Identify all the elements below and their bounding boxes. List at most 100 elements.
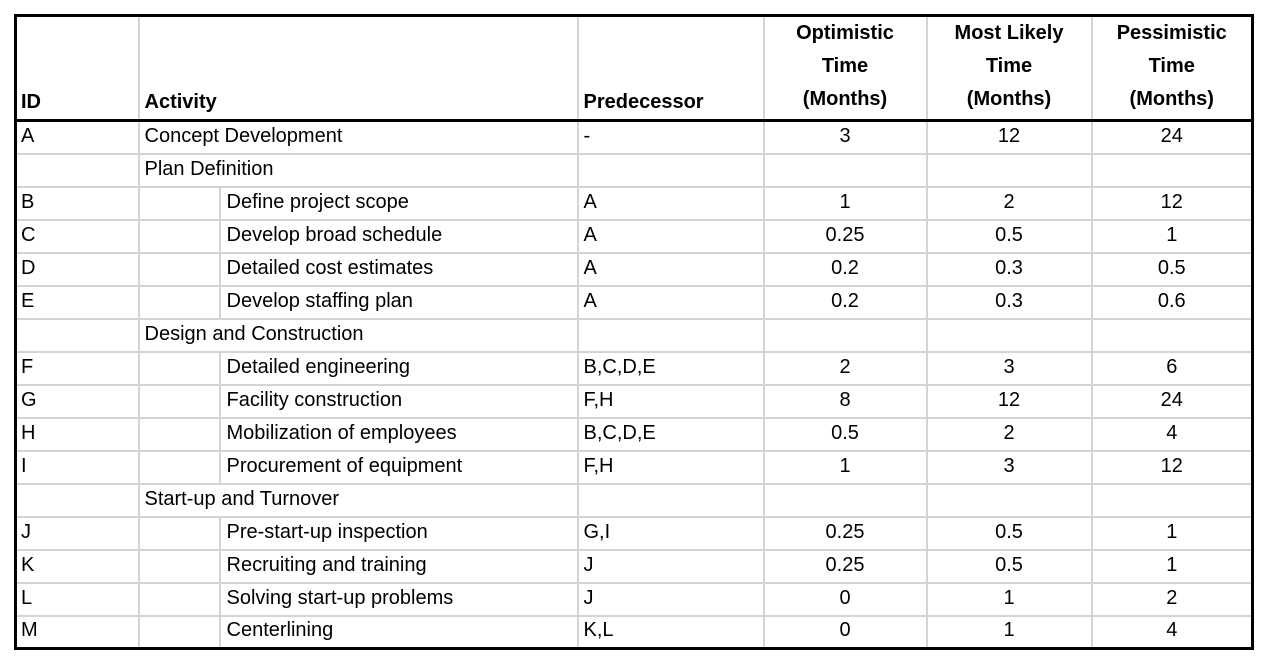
cell-id[interactable]: M xyxy=(14,614,140,650)
cell-activity[interactable]: Pre-start-up inspection xyxy=(218,515,579,551)
cell-pessimistic-time[interactable]: 2 xyxy=(1090,581,1254,617)
cell-optimistic-time[interactable] xyxy=(762,482,928,518)
cell-predecessor[interactable] xyxy=(576,482,765,518)
cell-optimistic-time[interactable]: 0.5 xyxy=(762,416,928,452)
cell-pessimistic-time[interactable]: 0.5 xyxy=(1090,251,1254,287)
cell-activity[interactable]: Define project scope xyxy=(218,185,579,221)
header-cell-optimistic[interactable]: Optimistic Time (Months) xyxy=(762,14,928,122)
cell-activity[interactable]: Detailed engineering xyxy=(218,350,579,386)
cell-most-likely-time[interactable] xyxy=(925,152,1093,188)
header-cell-predecessor[interactable]: Predecessor xyxy=(576,14,765,122)
cell-pessimistic-time[interactable]: 12 xyxy=(1090,185,1254,221)
cell-activity[interactable]: Design and Construction xyxy=(137,317,579,353)
cell-optimistic-time[interactable]: 0.2 xyxy=(762,284,928,320)
cell-most-likely-time[interactable]: 1 xyxy=(925,581,1093,617)
cell-activity[interactable]: Recruiting and training xyxy=(218,548,579,584)
cell-most-likely-time[interactable]: 12 xyxy=(925,383,1093,419)
cell-activity[interactable]: Plan Definition xyxy=(137,152,579,188)
header-cell-id[interactable]: ID xyxy=(14,14,140,122)
header-cell-pessimistic[interactable]: Pessimistic Time (Months) xyxy=(1090,14,1254,122)
cell-activity-indent[interactable] xyxy=(137,416,221,452)
cell-most-likely-time[interactable]: 3 xyxy=(925,350,1093,386)
cell-id[interactable]: J xyxy=(14,515,140,551)
cell-most-likely-time[interactable]: 0.3 xyxy=(925,251,1093,287)
cell-most-likely-time[interactable]: 2 xyxy=(925,416,1093,452)
cell-predecessor[interactable]: J xyxy=(576,581,765,617)
cell-activity-indent[interactable] xyxy=(137,383,221,419)
cell-id[interactable] xyxy=(14,317,140,353)
cell-activity[interactable]: Develop staffing plan xyxy=(218,284,579,320)
cell-id[interactable]: L xyxy=(14,581,140,617)
cell-predecessor[interactable]: A xyxy=(576,218,765,254)
cell-activity-indent[interactable] xyxy=(137,581,221,617)
cell-pessimistic-time[interactable] xyxy=(1090,482,1254,518)
cell-activity-indent[interactable] xyxy=(137,548,221,584)
cell-pessimistic-time[interactable]: 0.6 xyxy=(1090,284,1254,320)
cell-optimistic-time[interactable]: 0 xyxy=(762,581,928,617)
cell-optimistic-time[interactable] xyxy=(762,152,928,188)
cell-activity[interactable]: Solving start-up problems xyxy=(218,581,579,617)
cell-pessimistic-time[interactable] xyxy=(1090,152,1254,188)
cell-pessimistic-time[interactable]: 1 xyxy=(1090,515,1254,551)
cell-activity[interactable]: Procurement of equipment xyxy=(218,449,579,485)
cell-predecessor[interactable]: K,L xyxy=(576,614,765,650)
cell-optimistic-time[interactable]: 3 xyxy=(762,119,928,155)
cell-most-likely-time[interactable]: 0.5 xyxy=(925,218,1093,254)
cell-id[interactable] xyxy=(14,152,140,188)
cell-activity-indent[interactable] xyxy=(137,614,221,650)
cell-pessimistic-time[interactable]: 1 xyxy=(1090,218,1254,254)
cell-activity-indent[interactable] xyxy=(137,284,221,320)
cell-pessimistic-time[interactable] xyxy=(1090,317,1254,353)
cell-predecessor[interactable]: G,I xyxy=(576,515,765,551)
header-cell-activity[interactable]: Activity xyxy=(137,14,579,122)
cell-id[interactable]: H xyxy=(14,416,140,452)
cell-pessimistic-time[interactable]: 24 xyxy=(1090,119,1254,155)
cell-activity-indent[interactable] xyxy=(137,218,221,254)
cell-predecessor[interactable]: F,H xyxy=(576,383,765,419)
cell-predecessor[interactable]: B,C,D,E xyxy=(576,350,765,386)
cell-most-likely-time[interactable]: 0.3 xyxy=(925,284,1093,320)
cell-most-likely-time[interactable]: 3 xyxy=(925,449,1093,485)
cell-pessimistic-time[interactable]: 4 xyxy=(1090,416,1254,452)
cell-activity-indent[interactable] xyxy=(137,515,221,551)
cell-optimistic-time[interactable]: 0 xyxy=(762,614,928,650)
cell-predecessor[interactable]: A xyxy=(576,284,765,320)
cell-id[interactable]: K xyxy=(14,548,140,584)
cell-optimistic-time[interactable]: 0.25 xyxy=(762,548,928,584)
cell-optimistic-time[interactable]: 1 xyxy=(762,449,928,485)
cell-activity[interactable]: Centerlining xyxy=(218,614,579,650)
cell-id[interactable]: E xyxy=(14,284,140,320)
cell-activity[interactable]: Start-up and Turnover xyxy=(137,482,579,518)
cell-pessimistic-time[interactable]: 6 xyxy=(1090,350,1254,386)
cell-optimistic-time[interactable]: 8 xyxy=(762,383,928,419)
cell-most-likely-time[interactable]: 0.5 xyxy=(925,548,1093,584)
cell-pessimistic-time[interactable]: 1 xyxy=(1090,548,1254,584)
cell-predecessor[interactable]: F,H xyxy=(576,449,765,485)
cell-predecessor[interactable]: A xyxy=(576,185,765,221)
cell-optimistic-time[interactable] xyxy=(762,317,928,353)
cell-most-likely-time[interactable]: 0.5 xyxy=(925,515,1093,551)
cell-id[interactable]: B xyxy=(14,185,140,221)
cell-id[interactable]: D xyxy=(14,251,140,287)
cell-optimistic-time[interactable]: 0.25 xyxy=(762,218,928,254)
cell-optimistic-time[interactable]: 1 xyxy=(762,185,928,221)
header-cell-most-likely[interactable]: Most Likely Time (Months) xyxy=(925,14,1093,122)
cell-most-likely-time[interactable]: 12 xyxy=(925,119,1093,155)
cell-optimistic-time[interactable]: 0.2 xyxy=(762,251,928,287)
cell-pessimistic-time[interactable]: 24 xyxy=(1090,383,1254,419)
cell-id[interactable]: F xyxy=(14,350,140,386)
cell-activity[interactable]: Concept Development xyxy=(137,119,579,155)
cell-most-likely-time[interactable]: 2 xyxy=(925,185,1093,221)
cell-id[interactable]: I xyxy=(14,449,140,485)
cell-id[interactable]: C xyxy=(14,218,140,254)
cell-id[interactable]: A xyxy=(14,119,140,155)
cell-predecessor[interactable]: A xyxy=(576,251,765,287)
cell-most-likely-time[interactable]: 1 xyxy=(925,614,1093,650)
cell-pessimistic-time[interactable]: 12 xyxy=(1090,449,1254,485)
cell-activity-indent[interactable] xyxy=(137,251,221,287)
cell-activity[interactable]: Mobilization of employees xyxy=(218,416,579,452)
cell-predecessor[interactable] xyxy=(576,152,765,188)
cell-most-likely-time[interactable] xyxy=(925,317,1093,353)
cell-predecessor[interactable]: - xyxy=(576,119,765,155)
cell-optimistic-time[interactable]: 2 xyxy=(762,350,928,386)
